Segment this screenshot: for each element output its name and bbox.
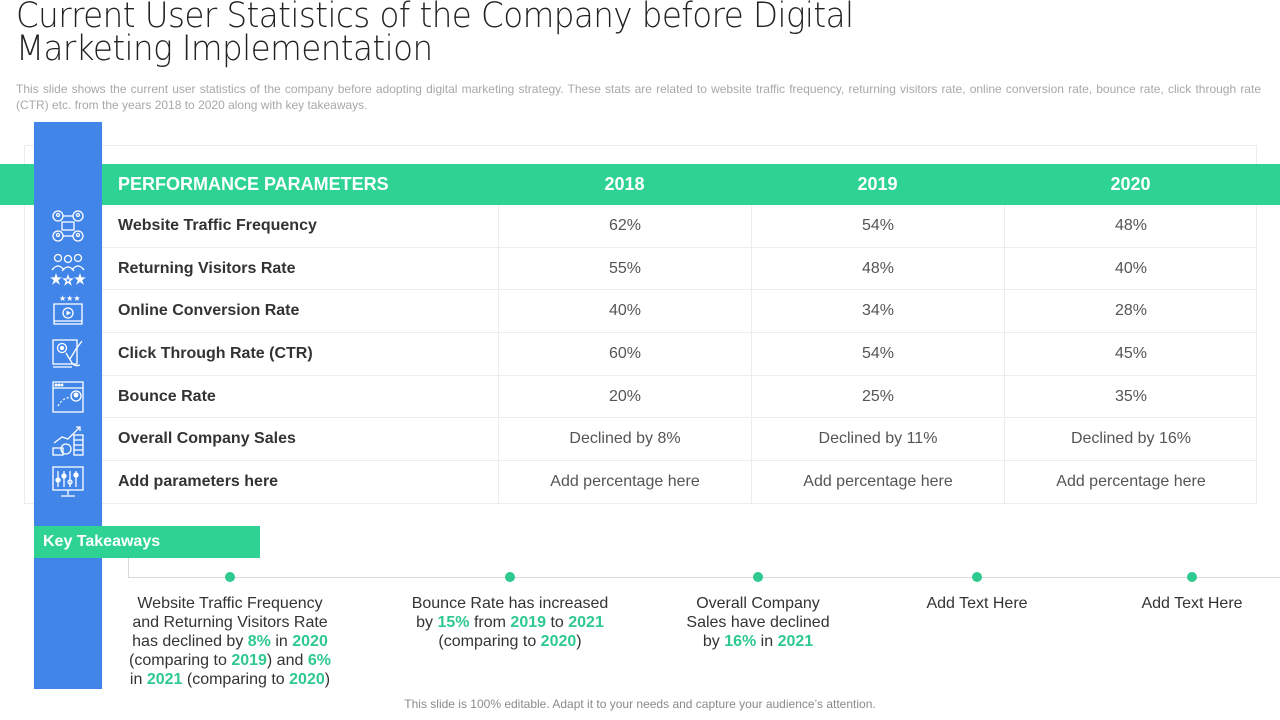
row-value-2018: 62%	[498, 205, 751, 247]
page-title: Current User Statistics of the Company b…	[16, 0, 1039, 69]
takeaway-highlight: 2021	[777, 633, 814, 650]
header-year-2018: 2018	[604, 174, 645, 194]
takeaway-highlight: 2020	[540, 633, 577, 650]
takeaway-segment: Add Text Here	[1141, 595, 1243, 612]
row-parameter-label: Add parameters here	[118, 473, 279, 491]
takeaway-segment: to	[546, 614, 569, 631]
takeaway-segment: Website Traffic Frequency and Returning …	[132, 595, 328, 650]
row-parameter-label: Online Conversion Rate	[118, 302, 300, 320]
takeaway-segment: (comparing to	[129, 652, 232, 669]
row-value-2018: 40%	[498, 290, 751, 333]
timeline-dot	[505, 572, 515, 582]
takeaway-highlight: 6%	[307, 652, 331, 669]
row-value-2018: 20%	[498, 375, 751, 418]
svg-text:★★★: ★★★	[59, 294, 81, 303]
page-title-line2: Marketing Implementation	[16, 29, 433, 69]
row-parameter-label: Overall Company Sales	[118, 430, 296, 448]
table-row: Online Conversion Rate 40% 34% 28%	[102, 290, 1257, 334]
takeaway-text: Website Traffic Frequency and Returning …	[125, 594, 335, 689]
takeaway-segment: Bounce Rate has increased by	[411, 595, 609, 631]
takeaway-highlight: 2019	[510, 614, 547, 631]
table-row: Returning Visitors Rate 55% 48% 40%	[102, 247, 1257, 291]
timeline-line	[128, 577, 1280, 578]
video-rating-icon: ★★★	[50, 294, 86, 328]
row-value-2020: Add percentage here	[1004, 461, 1257, 503]
row-value-2019: 34%	[751, 290, 1004, 333]
takeaway-segment: in	[129, 671, 147, 688]
takeaway-segment: )	[324, 671, 331, 688]
table-row: Bounce Rate 20% 25% 35%	[102, 375, 1257, 419]
timeline-dot	[972, 572, 982, 582]
row-value-2020: Declined by 16%	[1004, 418, 1257, 461]
row-value-2018: Declined by 8%	[498, 418, 751, 461]
takeaway-segment: )	[576, 633, 582, 650]
takeaway-text: Add Text Here	[877, 594, 1077, 613]
takeaway-highlight: 2020	[292, 633, 328, 650]
row-value-2020: 35%	[1004, 375, 1257, 418]
takeaway-segment: ) and	[266, 652, 308, 669]
row-parameter-label: Click Through Rate (CTR)	[118, 344, 313, 362]
row-value-2018: Add percentage here	[498, 461, 751, 503]
row-value-2019: 54%	[751, 333, 1004, 375]
row-parameter-label: Returning Visitors Rate	[118, 259, 296, 277]
header-performance-parameters: PERFORMANCE PARAMETERS	[118, 174, 389, 194]
page-title-line1: Current User Statistics of the Company b…	[16, 0, 854, 36]
timeline-dot	[225, 572, 235, 582]
table-row: Add parameters here Add percentage here Ad…	[102, 461, 1257, 504]
row-parameter-label: Bounce Rate	[118, 387, 216, 405]
row-value-2018: 60%	[498, 333, 751, 375]
row-value-2020: 40%	[1004, 247, 1257, 290]
takeaway-segment: (comparing to	[182, 671, 290, 688]
takeaway-segment: Overall Company Sales have declined by	[686, 595, 830, 650]
page-subtitle: This slide shows the current user statis…	[16, 82, 1261, 112]
row-value-2019: 54%	[751, 205, 1004, 247]
takeaway-segment: in	[270, 633, 293, 650]
users-stars-icon	[50, 252, 86, 286]
table-row: Overall Company Sales Declined by 8% Decli…	[102, 418, 1257, 462]
timeline-dot	[753, 572, 763, 582]
table-header-band	[0, 164, 1280, 205]
row-parameter-label: Website Traffic Frequency	[118, 216, 317, 234]
takeaway-text: Overall Company Sales have declined by 1…	[683, 594, 833, 651]
takeaway-highlight: 2020	[289, 671, 325, 688]
row-value-2019: 48%	[751, 247, 1004, 290]
takeaway-highlight: 2019	[231, 652, 267, 669]
takeaway-highlight: 2021	[146, 671, 183, 688]
takeaway-highlight: 16%	[724, 633, 757, 650]
takeaway-highlight: 2021	[568, 614, 604, 631]
key-takeaways-label: Key Takeaways	[34, 526, 260, 558]
takeaway-segment: in	[756, 633, 778, 650]
network-users-icon	[50, 209, 86, 243]
row-value-2020: 48%	[1004, 205, 1257, 247]
row-value-2019: Add percentage here	[751, 461, 1004, 503]
row-value-2018: 55%	[498, 247, 751, 290]
takeaway-text: Add Text Here	[1092, 594, 1280, 613]
takeaway-text: Bounce Rate has increased by 15% from 20…	[405, 594, 615, 651]
row-value-2019: 25%	[751, 375, 1004, 418]
table-row: Click Through Rate (CTR) 60% 54% 45%	[102, 333, 1257, 376]
header-year-2020: 2020	[1110, 174, 1151, 194]
click-gear-chart-icon	[50, 337, 86, 371]
takeaway-segment: (comparing to	[438, 633, 541, 650]
timeline-dot	[1187, 572, 1197, 582]
row-value-2020: 28%	[1004, 290, 1257, 333]
takeaway-segment: from	[469, 614, 511, 631]
monitor-sliders-icon	[50, 465, 86, 499]
table-row: Website Traffic Frequency 62% 54% 48%	[102, 205, 1257, 248]
timeline-tick	[128, 558, 129, 577]
takeaway-segment: Add Text Here	[926, 595, 1028, 612]
browser-user-icon	[50, 380, 86, 414]
takeaway-highlight: 8%	[247, 633, 271, 650]
row-value-2019: Declined by 11%	[751, 418, 1004, 461]
takeaway-highlight: 15%	[437, 614, 470, 631]
footer-note: This slide is 100% editable. Adapt it to…	[404, 697, 876, 711]
row-value-2020: 45%	[1004, 333, 1257, 375]
coins-growth-icon	[50, 423, 86, 457]
header-year-2019: 2019	[857, 174, 898, 194]
